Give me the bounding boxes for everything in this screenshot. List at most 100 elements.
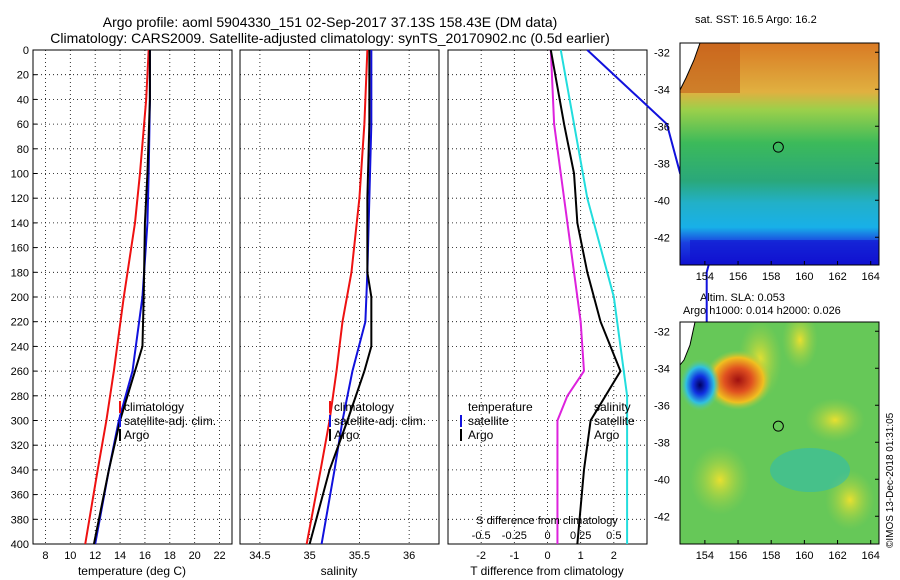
- lat-tick-label: -42: [654, 511, 670, 523]
- x-tick-label: 8: [42, 550, 48, 562]
- series-line-satellite-adj-clim-: [320, 50, 373, 545]
- depth-tick-label: 240: [11, 341, 29, 353]
- salinity-plot-frame: [239, 49, 440, 545]
- depth-tick-label: 260: [11, 366, 29, 378]
- sst-map-title: sat. SST: 16.5 Argo: 16.2: [695, 14, 817, 26]
- x-tick-label: 0: [544, 550, 550, 562]
- depth-tick-label: 400: [11, 539, 29, 551]
- x-tick-label: -2: [476, 550, 486, 562]
- lon-tick-label: 154: [696, 271, 714, 283]
- sla-warm-eddy: [704, 350, 772, 410]
- sst-map-axes: 154 156 158 160 162 164 -32 -34 -36 -38 -40 -42: [654, 47, 880, 283]
- depth-tick-label: 60: [17, 119, 29, 131]
- difference-x-axis: -2 -1 0 1 2: [476, 550, 617, 562]
- lon-tick-label: 156: [729, 271, 747, 283]
- sla-coastline: [680, 322, 696, 366]
- lon-tick-label: 160: [795, 550, 813, 562]
- salinity-series: [305, 49, 373, 545]
- difference-plot-frame: [447, 49, 648, 545]
- t-diff-axis-label: T difference from climatology: [470, 564, 624, 578]
- x-tick-label: 1: [578, 550, 584, 562]
- lat-tick-label: -34: [654, 84, 670, 96]
- depth-tick-label: 80: [17, 144, 29, 156]
- legend-label-climatology: climatology: [124, 400, 184, 414]
- depth-axis: 0 20 40 60 80 100 120 140 160 180 200 220 240 260 280 3…: [11, 45, 37, 551]
- lon-tick-label: 158: [762, 550, 780, 562]
- legend-label-argo: Argo: [594, 428, 620, 442]
- lat-tick-label: -40: [654, 195, 670, 207]
- depth-tick-label: 320: [11, 440, 29, 452]
- legend-label-argo: Argo: [124, 428, 150, 442]
- x-tick-label: 12: [89, 550, 101, 562]
- s-diff-axis-label: S difference from climatology: [476, 515, 618, 527]
- sst-map: [680, 43, 879, 265]
- depth-tick-label: 140: [11, 218, 29, 230]
- x-tick-label: -1: [509, 550, 519, 562]
- temperature-grid: [33, 49, 232, 545]
- lat-tick-label: -38: [654, 158, 670, 170]
- s-tick-label: 0.25: [570, 530, 591, 542]
- lon-tick-label: 154: [696, 550, 714, 562]
- sla-map-axes: 154 156 158 160 162 164 -32 -34 -36 -38 -40 -42: [654, 326, 880, 562]
- series-line-temperature-satellite: [549, 49, 586, 544]
- x-tick-label: 18: [164, 550, 176, 562]
- figure-title-line2: Climatology: CARS2009. Satellite-adjuste…: [50, 30, 610, 46]
- depth-tick-label: 220: [11, 317, 29, 329]
- sst-map-frame: [679, 42, 880, 266]
- legend-label-climatology: climatology: [334, 400, 394, 414]
- x-tick-label: 14: [114, 550, 126, 562]
- lat-tick-label: -42: [654, 232, 670, 244]
- lat-tick-label: -40: [654, 474, 670, 486]
- legend-label-argo: Argo: [334, 428, 360, 442]
- sla-profile-marker: [772, 420, 784, 432]
- sst-cold-patch: [690, 240, 879, 265]
- depth-tick-label: 20: [17, 70, 29, 82]
- s-tick-label: 0.5: [606, 530, 621, 542]
- legend-label-argo: Argo: [468, 428, 494, 442]
- salinity-axis-label: salinity: [321, 564, 358, 578]
- lat-tick-label: -36: [654, 121, 670, 133]
- depth-tick-label: 280: [11, 391, 29, 403]
- sla-positive-anomaly: [782, 322, 818, 370]
- x-tick-label: 22: [213, 550, 225, 562]
- lon-tick-label: 164: [862, 271, 880, 283]
- series-line-argo: [92, 50, 151, 545]
- x-tick-label: 34.5: [249, 550, 270, 562]
- s-tick-label: 0: [544, 530, 550, 542]
- temperature-legend: climatology satellite-adj. clim. Argo: [119, 400, 216, 442]
- temperature-x-axis: 8 10 12 14 16 18 20 22: [42, 550, 225, 562]
- sla-positive-anomaly: [690, 445, 750, 515]
- legend-label-satellite: satellite: [594, 414, 635, 428]
- x-tick-label: 35.5: [349, 550, 370, 562]
- sla-cold-eddy: [680, 359, 720, 411]
- lat-tick-label: -36: [654, 400, 670, 412]
- x-tick-label: 20: [189, 550, 201, 562]
- depth-tick-label: 180: [11, 267, 29, 279]
- lat-tick-label: -32: [654, 47, 670, 59]
- depth-tick-label: 360: [11, 490, 29, 502]
- lon-tick-label: 162: [828, 271, 846, 283]
- depth-tick-label: 340: [11, 465, 29, 477]
- legend-label-temperature: temperature: [468, 400, 533, 414]
- sla-positive-anomaly: [825, 470, 875, 530]
- figure-title-line1: Argo profile: aoml 5904330_151 02-Sep-20…: [102, 14, 558, 30]
- x-tick-label: 10: [64, 550, 76, 562]
- depth-tick-label: 160: [11, 243, 29, 255]
- salinity-grid: [240, 49, 439, 545]
- depth-tick-label: 120: [11, 193, 29, 205]
- depth-tick-label: 200: [11, 292, 29, 304]
- depth-tick-label: 380: [11, 514, 29, 526]
- difference-s-axis: -0.5 -0.25 0 0.25 0.5: [472, 530, 622, 542]
- sla-map-title-line2: Argo h1000: 0.014 h2000: 0.026: [683, 305, 841, 317]
- legend-label-satellite: satellite: [468, 414, 509, 428]
- sla-map: [680, 322, 879, 544]
- sst-profile-marker: [772, 141, 784, 153]
- series-line-salinity-satellite: [559, 49, 629, 544]
- depth-tick-label: 40: [17, 94, 29, 106]
- lat-tick-label: -38: [654, 437, 670, 449]
- depth-tick-label: 0: [23, 45, 29, 57]
- s-tick-label: -0.25: [502, 530, 527, 542]
- depth-tick-label: 300: [11, 416, 29, 428]
- x-tick-label: 2: [611, 550, 617, 562]
